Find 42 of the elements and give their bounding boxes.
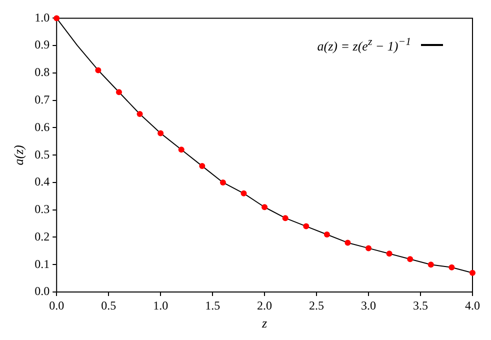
point: [158, 130, 164, 136]
y-tick-label: 0.8: [34, 65, 50, 80]
x-tick-label: 0.5: [101, 298, 116, 312]
point: [470, 270, 476, 276]
x-tick-label: 3.0: [361, 298, 376, 312]
point: [324, 232, 330, 238]
point: [282, 215, 288, 222]
point: [240, 190, 247, 196]
point: [262, 204, 268, 210]
point: [344, 240, 351, 246]
x-axis-title: z: [261, 316, 268, 331]
point: [448, 264, 455, 270]
x-tick-label: 1.5: [205, 298, 220, 312]
y-tick-label: 0.3: [34, 202, 50, 216]
y-tick-label: 1.0: [34, 10, 50, 24]
point: [386, 250, 392, 257]
y-axis-title: a(z): [11, 144, 26, 166]
x-tick-label: 0.0: [49, 298, 64, 312]
point: [199, 163, 206, 170]
y-tick-label: 0.2: [34, 229, 50, 244]
point: [178, 146, 184, 153]
point: [136, 111, 143, 118]
point: [116, 89, 122, 96]
point: [366, 245, 372, 252]
x-tick-label: 2.5: [309, 298, 324, 312]
point: [303, 223, 310, 230]
y-tick-label: 0.9: [34, 38, 50, 52]
x-tick-label: 4.0: [465, 298, 480, 312]
legend-label: a(z) = z(e$^{z}$ − 1)$^{−1}$: [317, 36, 411, 54]
point: [407, 256, 414, 262]
y-tick-label: 0.5: [34, 147, 50, 162]
point: [428, 262, 434, 268]
y-tick-label: 0.6: [34, 120, 50, 134]
y-tick-label: 0.4: [34, 174, 50, 189]
x-tick-label: 2.0: [257, 298, 272, 312]
y-tick-label: 0.0: [34, 284, 50, 298]
x-tick-label: 1.0: [153, 298, 168, 312]
point: [95, 67, 102, 74]
y-tick-label: 0.1: [34, 256, 50, 271]
x-tick-label: 3.5: [413, 298, 428, 312]
point: [220, 179, 226, 186]
y-tick-label: 0.7: [34, 92, 50, 106]
